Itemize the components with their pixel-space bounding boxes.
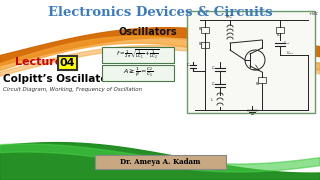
FancyBboxPatch shape — [187, 11, 315, 113]
Text: Dr. Ameya A. Kadam: Dr. Ameya A. Kadam — [120, 158, 200, 165]
FancyBboxPatch shape — [102, 47, 174, 63]
Text: $C_C$: $C_C$ — [186, 61, 192, 69]
Text: RFC: RFC — [226, 15, 233, 19]
Bar — [201, 42, 209, 48]
Text: $A \geq \frac{1}{\beta} = \frac{C_2}{C_1}$: $A \geq \frac{1}{\beta} = \frac{C_2}{C_1… — [123, 66, 153, 79]
Text: $C_2$: $C_2$ — [211, 80, 217, 88]
FancyBboxPatch shape — [58, 55, 76, 69]
Text: $C_1$: $C_1$ — [211, 64, 217, 72]
Bar — [276, 27, 284, 33]
Text: 04: 04 — [59, 57, 75, 68]
Text: $R_1$: $R_1$ — [198, 25, 204, 33]
Text: Circuit Diagram, Working, Frequency of Oscillation: Circuit Diagram, Working, Frequency of O… — [3, 87, 142, 91]
Text: Lecture: Lecture — [15, 57, 62, 67]
Text: Oscillators: Oscillators — [119, 27, 177, 37]
Text: $R_C$: $R_C$ — [276, 31, 282, 39]
Text: Electronics Devices & Circuits: Electronics Devices & Circuits — [48, 6, 272, 19]
FancyBboxPatch shape — [102, 65, 174, 81]
Text: $R_2$: $R_2$ — [198, 40, 204, 48]
Bar — [0, 0, 320, 25]
FancyBboxPatch shape — [94, 154, 226, 168]
Bar — [201, 27, 209, 33]
Text: $R_E$: $R_E$ — [255, 80, 261, 88]
Text: Colpitt’s Oscillator: Colpitt’s Oscillator — [3, 74, 113, 84]
Text: $f = \frac{1}{2\pi}\sqrt{\frac{1}{LC_1} + \frac{1}{LC_2}}$: $f = \frac{1}{2\pi}\sqrt{\frac{1}{LC_1} … — [116, 48, 160, 61]
Text: $+V_{CC}$: $+V_{CC}$ — [308, 10, 320, 18]
Text: $C_{out}$: $C_{out}$ — [283, 39, 291, 47]
Bar — [258, 77, 266, 83]
Text: $V_{out}$: $V_{out}$ — [286, 49, 294, 57]
Text: L: L — [211, 98, 213, 102]
